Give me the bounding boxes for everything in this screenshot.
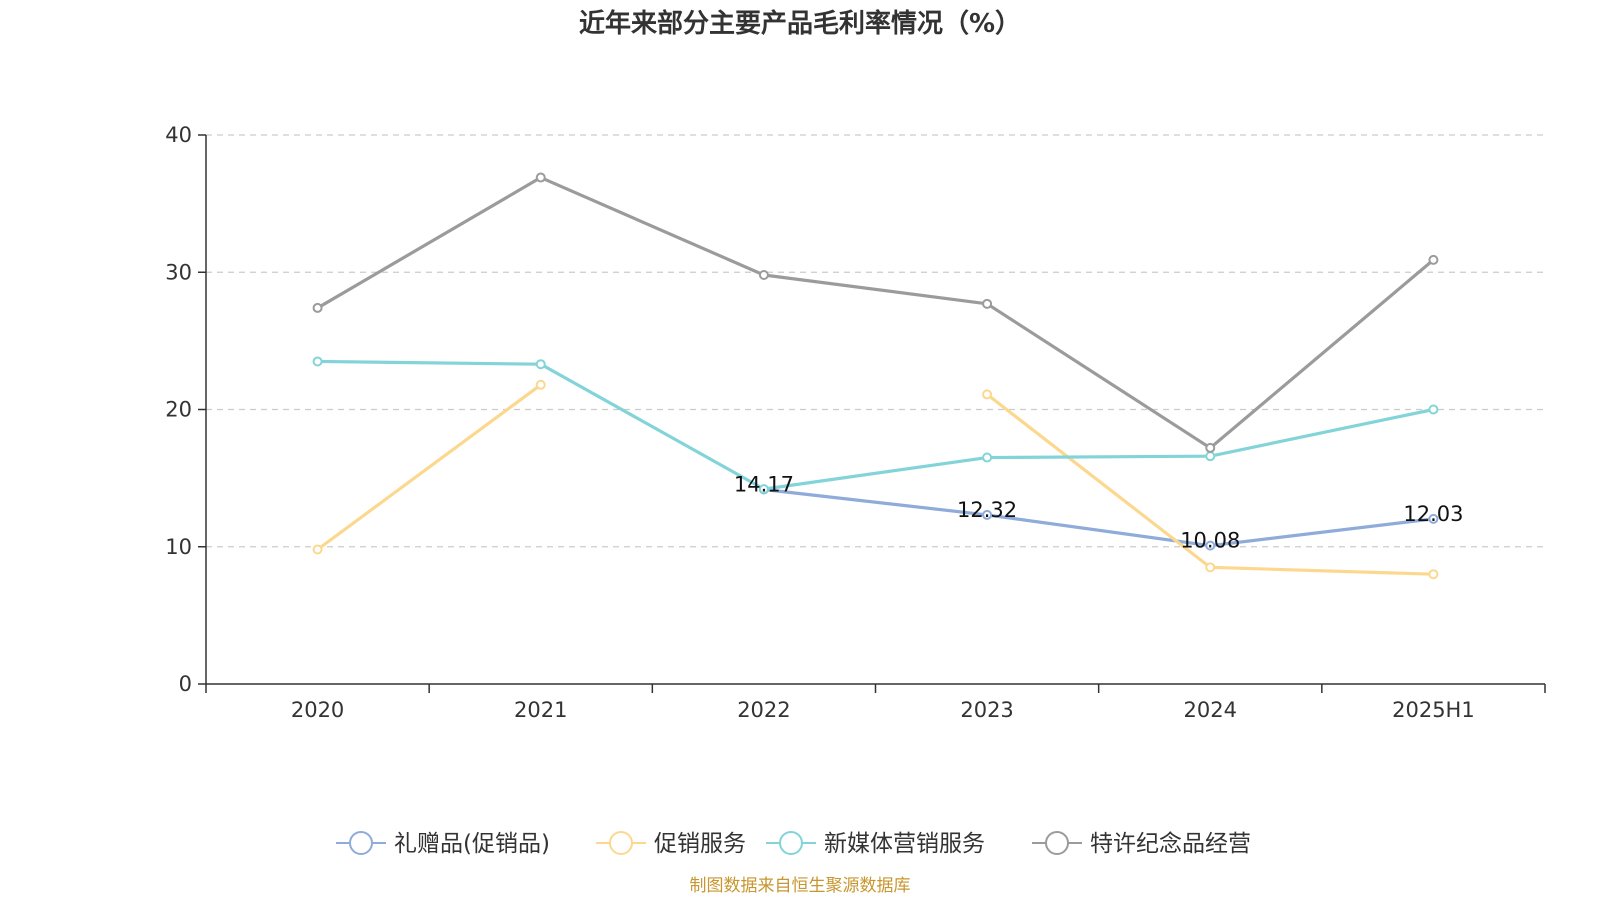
x-tick-label: 2025H1 — [1392, 698, 1475, 722]
legend-marker — [609, 831, 633, 855]
y-tick-label: 0 — [179, 672, 192, 696]
data-point[interactable] — [1205, 540, 1216, 551]
chart-title: 近年来部分主要产品毛利率情况（%） — [579, 8, 1021, 39]
data-point[interactable] — [982, 389, 993, 400]
data-point[interactable] — [535, 172, 546, 183]
data-point[interactable] — [535, 379, 546, 390]
series-line-segment — [985, 302, 1212, 450]
series-line-segment — [985, 454, 1212, 460]
data-label: 10.08 — [1180, 529, 1240, 553]
y-tick-label: 30 — [165, 260, 192, 284]
y-tick-label: 10 — [165, 535, 192, 559]
legend-item[interactable]: 促销服务 — [596, 831, 746, 857]
y-tick-label: 20 — [165, 398, 192, 422]
data-point[interactable] — [1428, 404, 1439, 415]
series-line-segment — [1208, 565, 1436, 576]
data-point[interactable] — [312, 544, 323, 555]
series-1 — [312, 379, 1439, 580]
data-point[interactable] — [1428, 254, 1439, 265]
legend-item[interactable]: 特许纪念品经营 — [1032, 831, 1251, 857]
data-point[interactable] — [1428, 569, 1439, 580]
series-line-segment — [1208, 407, 1436, 458]
legend-item[interactable]: 礼赠品(促销品) — [336, 831, 550, 857]
legend-marker — [779, 831, 803, 855]
series-line-segment — [315, 359, 543, 366]
data-point[interactable] — [1205, 451, 1216, 462]
series-line-segment — [1208, 258, 1436, 450]
data-point[interactable] — [982, 509, 993, 520]
data-label: 12.03 — [1403, 502, 1463, 526]
legend-label: 特许纪念品经营 — [1090, 831, 1251, 857]
legend-label: 促销服务 — [654, 831, 746, 857]
data-point[interactable] — [312, 356, 323, 367]
data-label: 12.32 — [957, 498, 1017, 522]
legend-label: 礼赠品(促销品) — [394, 831, 550, 857]
data-point[interactable] — [758, 484, 769, 495]
series-line-segment — [762, 487, 989, 517]
x-tick-label: 2021 — [514, 698, 567, 722]
x-tick-label: 2023 — [960, 698, 1013, 722]
data-point[interactable] — [982, 298, 993, 309]
series-line-segment — [1208, 517, 1436, 548]
series-2 — [312, 356, 1439, 495]
data-point[interactable] — [1205, 562, 1216, 573]
data-point[interactable] — [1205, 442, 1216, 453]
x-tick-label: 2022 — [737, 698, 790, 722]
x-tick-label: 2020 — [291, 698, 344, 722]
data-point[interactable] — [312, 302, 323, 313]
data-point[interactable] — [535, 359, 546, 370]
data-point[interactable] — [758, 269, 769, 280]
series-line-segment — [315, 175, 543, 310]
series-0 — [758, 484, 1439, 551]
data-point[interactable] — [1428, 513, 1439, 524]
data-labels: 14.17 12.32 10.08 12.03 — [734, 473, 1464, 553]
series-line-segment — [985, 392, 1212, 569]
data-label: 14.17 — [734, 473, 794, 497]
data-point[interactable] — [982, 452, 993, 463]
grid — [206, 134, 1545, 548]
legend-marker — [1045, 831, 1069, 855]
source-note: 制图数据来自恒生聚源数据库 — [690, 876, 911, 896]
legend[interactable]: 礼赠品(促销品) 促销服务 新媒体营销服务 特许纪念品经营 — [336, 831, 1251, 857]
series-line-segment — [762, 455, 989, 491]
legend-label: 新媒体营销服务 — [824, 831, 985, 857]
legend-item[interactable]: 新媒体营销服务 — [766, 831, 985, 857]
series-3 — [312, 172, 1439, 453]
y-tick-label: 40 — [165, 123, 192, 147]
series-line-segment — [539, 362, 766, 491]
legend-marker — [349, 831, 373, 855]
series-line-segment — [539, 175, 766, 277]
series-layer — [312, 172, 1439, 580]
series-line-segment — [762, 273, 989, 306]
series-line-segment — [315, 383, 543, 552]
axes: 0 10 20 30 40 2020 2021 2022 2023 2024 2025H1 — [165, 123, 1546, 722]
x-tick-label: 2024 — [1184, 698, 1237, 722]
